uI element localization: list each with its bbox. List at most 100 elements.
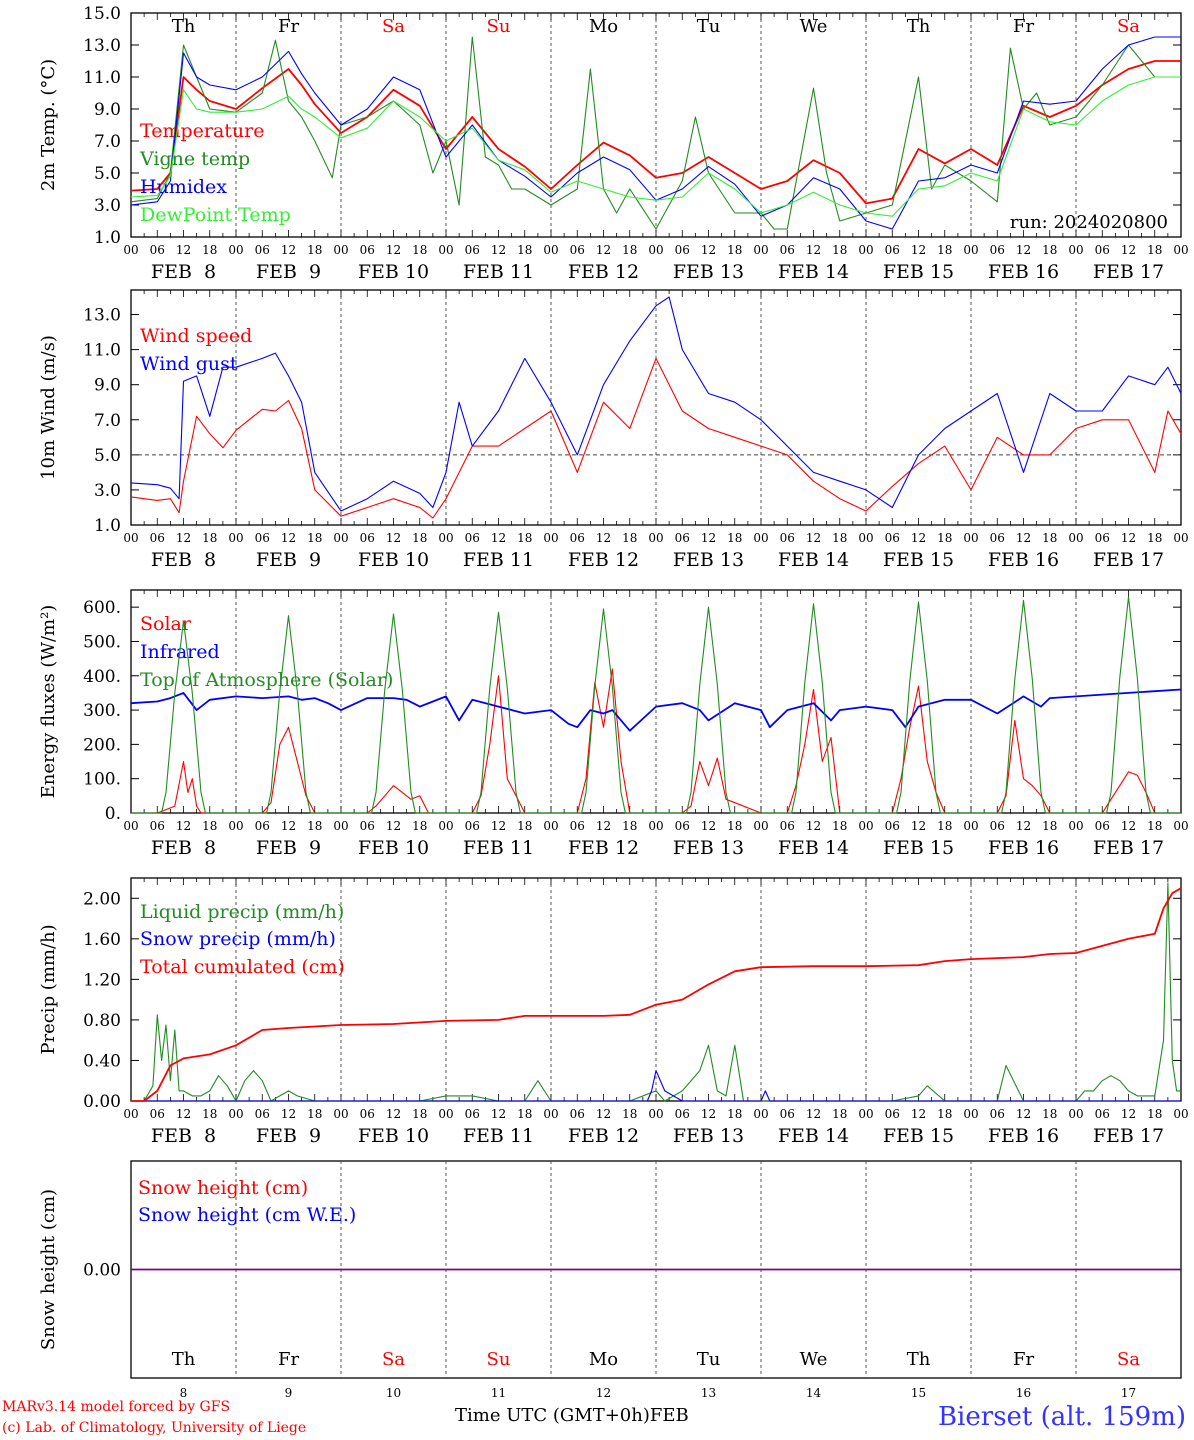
day-name-label: Sa bbox=[1117, 1349, 1140, 1370]
hour-tick-label: 06 bbox=[465, 531, 480, 545]
y-axis-label: Precip (mm/h) bbox=[38, 924, 59, 1054]
hour-tick-label: 12 bbox=[701, 1107, 716, 1121]
hour-tick-label: 00 bbox=[963, 531, 978, 545]
hour-tick-label: 06 bbox=[780, 243, 795, 257]
hour-tick-label: 18 bbox=[517, 819, 532, 833]
hour-tick-label: 12 bbox=[1121, 1107, 1136, 1121]
hour-tick-label: 00 bbox=[543, 531, 558, 545]
hour-tick-label: 06 bbox=[570, 531, 585, 545]
hour-tick-label: 12 bbox=[806, 531, 821, 545]
hour-tick-label: 00 bbox=[963, 243, 978, 257]
legend-entry: Top of Atmosphere (Solar) bbox=[140, 669, 393, 691]
day-name-label: Su bbox=[487, 16, 511, 37]
day-name-label: Fr bbox=[1013, 16, 1034, 37]
hour-tick-label: 12 bbox=[596, 819, 611, 833]
hour-tick-label: 06 bbox=[360, 531, 375, 545]
day-number-label: 16 bbox=[1016, 1386, 1031, 1400]
time-axis-month: FEB bbox=[649, 1405, 689, 1426]
hour-tick-label: 06 bbox=[255, 243, 270, 257]
hour-tick-label: 12 bbox=[491, 819, 506, 833]
date-label: FEB 12 bbox=[568, 261, 639, 283]
day-number-label: 17 bbox=[1121, 1386, 1136, 1400]
hour-tick-label: 18 bbox=[1147, 531, 1162, 545]
hour-tick-label: 00 bbox=[543, 819, 558, 833]
day-name-label: Fr bbox=[278, 16, 299, 37]
day-name-label: Fr bbox=[1013, 1349, 1034, 1370]
hour-tick-label: 06 bbox=[675, 819, 690, 833]
hour-tick-label: 18 bbox=[517, 1107, 532, 1121]
hour-tick-label: 06 bbox=[360, 243, 375, 257]
hour-tick-label: 06 bbox=[780, 819, 795, 833]
hour-tick-label: 12 bbox=[1016, 1107, 1031, 1121]
date-label: FEB 15 bbox=[883, 837, 954, 859]
date-label: FEB 11 bbox=[463, 837, 534, 859]
legend-entry: Temperature bbox=[140, 120, 264, 142]
legend-entry: Liquid precip (mm/h) bbox=[140, 901, 344, 923]
hour-tick-label: 00 bbox=[228, 1107, 243, 1121]
series-line-top-of-atmosphere-solar bbox=[131, 596, 1181, 814]
y-tick-label: 1.0 bbox=[94, 228, 121, 248]
hour-tick-label: 06 bbox=[150, 819, 165, 833]
hour-tick-label: 12 bbox=[386, 243, 401, 257]
hour-tick-label: 06 bbox=[990, 1107, 1005, 1121]
date-label: FEB 17 bbox=[1093, 549, 1164, 571]
hour-tick-label: 12 bbox=[386, 819, 401, 833]
y-tick-label: 3.0 bbox=[94, 196, 121, 216]
day-name-label: We bbox=[800, 1349, 828, 1370]
hour-tick-label: 06 bbox=[780, 531, 795, 545]
hour-tick-label: 06 bbox=[570, 1107, 585, 1121]
hour-tick-label: 06 bbox=[990, 819, 1005, 833]
hour-tick-label: 18 bbox=[307, 1107, 322, 1121]
hour-tick-label: 06 bbox=[885, 531, 900, 545]
y-tick-label: 7.0 bbox=[94, 132, 121, 152]
hour-tick-label: 12 bbox=[1016, 531, 1031, 545]
series-line-humidex bbox=[130, 36, 1181, 230]
date-label: FEB 12 bbox=[568, 549, 639, 571]
hour-tick-label: 00 bbox=[333, 243, 348, 257]
y-axis-label: Snow height (cm) bbox=[38, 1189, 59, 1350]
hour-tick-label: 18 bbox=[412, 243, 427, 257]
hour-tick-label: 00 bbox=[1068, 243, 1083, 257]
hour-tick-label: 06 bbox=[255, 1107, 270, 1121]
hour-tick-label: 12 bbox=[281, 531, 296, 545]
hour-tick-label: 12 bbox=[491, 1107, 506, 1121]
date-label: FEB 12 bbox=[568, 837, 639, 859]
day-name-label: Mo bbox=[589, 1349, 618, 1370]
hour-tick-label: 00 bbox=[123, 531, 138, 545]
hour-tick-label: 06 bbox=[990, 243, 1005, 257]
y-axis-label: 2m Temp. (°C) bbox=[38, 59, 59, 191]
y-tick-label: 9.0 bbox=[94, 100, 121, 120]
hour-tick-label: 00 bbox=[123, 1107, 138, 1121]
hour-tick-label: 06 bbox=[675, 1107, 690, 1121]
date-label: FEB 8 bbox=[151, 837, 216, 859]
day-name-label: Sa bbox=[382, 16, 405, 37]
hour-tick-label: 12 bbox=[281, 1107, 296, 1121]
y-tick-label: 1.20 bbox=[83, 970, 121, 990]
hour-tick-label: 18 bbox=[1042, 1107, 1057, 1121]
day-number-label: 13 bbox=[701, 1386, 716, 1400]
y-tick-label: 11.0 bbox=[83, 68, 121, 88]
panel-2: 00 06 12 18 00 06 12 18 00 06 12 18 00 06 12 18 00 06 12 18… bbox=[38, 289, 1189, 571]
hour-tick-label: 18 bbox=[307, 819, 322, 833]
run-label: run: 2024020800 bbox=[1010, 212, 1168, 233]
day-name-label: Mo bbox=[589, 16, 618, 37]
panel-3: 00 06 12 18 00 06 12 18 00 06 12 18 00 06 12 18 00 06 12 18… bbox=[38, 589, 1189, 859]
hour-tick-label: 18 bbox=[202, 243, 217, 257]
series-line-infrared bbox=[130, 688, 1182, 732]
hour-tick-label: 12 bbox=[491, 243, 506, 257]
hour-tick-label: 00 bbox=[438, 243, 453, 257]
hour-tick-label: 18 bbox=[727, 1107, 742, 1121]
hour-tick-label: 00 bbox=[858, 1107, 873, 1121]
hour-tick-label: 06 bbox=[255, 531, 270, 545]
hour-tick-label: 12 bbox=[1016, 243, 1031, 257]
day-number-label: 10 bbox=[386, 1386, 401, 1400]
y-tick-label: 3.0 bbox=[94, 481, 121, 501]
panel-5: 0.00 Snow height (cm) Snow height (cm) Snow… bbox=[38, 1160, 1182, 1400]
y-tick-label: 300. bbox=[83, 701, 121, 721]
hour-tick-label: 18 bbox=[727, 243, 742, 257]
date-label: FEB 14 bbox=[778, 837, 849, 859]
date-label: FEB 8 bbox=[151, 261, 216, 283]
hour-tick-label: 06 bbox=[885, 243, 900, 257]
hour-tick-label: 00 bbox=[333, 819, 348, 833]
